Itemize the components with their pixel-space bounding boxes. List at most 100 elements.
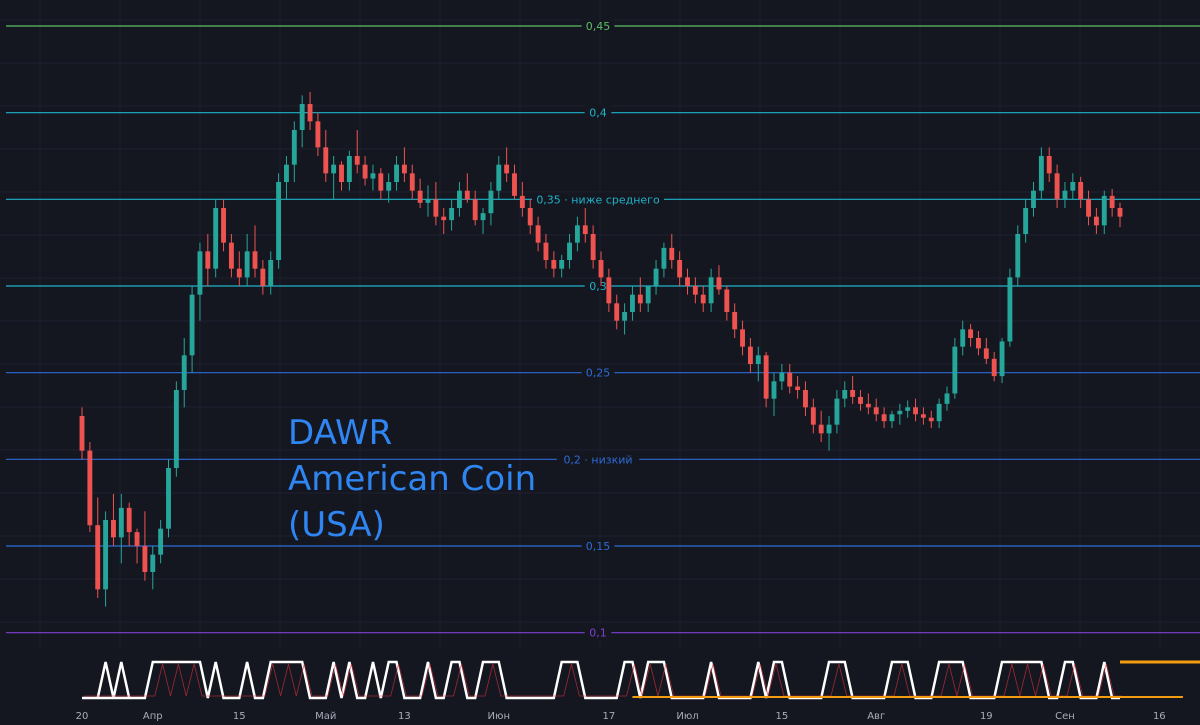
candle-body <box>637 294 643 304</box>
candle-body <box>111 520 116 538</box>
candle-body <box>378 173 384 191</box>
candle-body <box>496 164 502 191</box>
candle-body <box>1031 190 1036 208</box>
horizontal-levels: 0,45 0,4 0,35 · ниже среднего 0,3 0,25 0,2 · … <box>6 19 1200 640</box>
candle-body <box>95 525 101 590</box>
candle-body <box>1078 182 1084 200</box>
candle-body <box>826 424 832 434</box>
candle-body <box>842 390 848 399</box>
candle-body <box>928 417 934 422</box>
x-tick-label: Сен <box>1055 711 1075 722</box>
candle-body <box>236 268 242 278</box>
candle-body <box>897 410 903 415</box>
candle-body <box>401 164 407 174</box>
candle-body <box>166 468 171 529</box>
level-label: 0,4 <box>589 107 607 120</box>
indicator-line-white <box>82 660 1120 700</box>
candle-body <box>858 396 863 404</box>
candle-body <box>1062 190 1068 200</box>
candle-body <box>315 121 321 148</box>
candle-body <box>488 190 494 214</box>
candle-body <box>409 173 415 191</box>
candle-body <box>685 277 690 286</box>
candle-body <box>653 268 659 286</box>
candle-body <box>260 268 266 286</box>
candle-body <box>221 208 226 243</box>
level-label: 0,2 · низкий <box>563 453 632 466</box>
level-label-bg <box>581 539 615 553</box>
candle-body <box>299 104 305 130</box>
candle-body <box>606 277 612 304</box>
candle-body <box>865 403 871 408</box>
candle-body <box>630 294 635 312</box>
candle-body <box>716 277 722 290</box>
candle-body <box>158 528 164 555</box>
candle-body <box>346 156 352 182</box>
level-label: 0,1 <box>589 627 607 640</box>
level-label-bg <box>584 625 612 640</box>
candle-body <box>960 329 966 347</box>
candles <box>79 91 1123 607</box>
candle-body <box>519 195 525 208</box>
indicator-pane <box>0 655 1200 705</box>
candle-body <box>291 130 297 165</box>
candle-body <box>1054 173 1060 200</box>
candle-body <box>205 251 211 269</box>
candle-body <box>472 199 478 221</box>
candle-body <box>504 164 510 174</box>
level-label: 0,45 <box>586 20 611 33</box>
watermark-ticker: DAWR <box>288 413 392 453</box>
level-label-bg <box>581 365 615 380</box>
candle-body <box>771 381 777 399</box>
candle-body <box>480 213 486 221</box>
candle-body <box>1086 199 1091 217</box>
x-tick-label: Май <box>315 711 336 722</box>
candle-body <box>834 398 840 425</box>
candle-body <box>362 164 368 179</box>
candle-body <box>905 407 911 411</box>
candle-body <box>449 208 455 221</box>
candle-body <box>740 329 745 347</box>
candle-body <box>873 407 879 415</box>
candle-body <box>464 190 470 200</box>
candle-body <box>386 182 392 191</box>
candle-body <box>968 329 974 338</box>
candle-body <box>818 424 824 434</box>
candle-body <box>87 450 93 526</box>
candle-body <box>134 532 140 546</box>
candle-body <box>661 247 667 269</box>
candle-body <box>512 173 517 196</box>
candle-body <box>441 216 447 221</box>
candle-body <box>1117 208 1123 217</box>
candle-body <box>983 348 989 359</box>
x-tick-label: 20 <box>76 711 89 722</box>
level-label: 0,3 <box>589 280 607 293</box>
candle-body <box>669 247 675 260</box>
x-tick-label: Июн <box>488 711 510 722</box>
watermark-country: (USA) <box>288 505 385 545</box>
level-label-bg <box>584 279 612 293</box>
candle-body <box>331 164 337 174</box>
candle-body <box>574 225 580 243</box>
candle-body <box>173 390 179 468</box>
candle-body <box>181 355 187 390</box>
x-tick-label: Июл <box>676 711 698 722</box>
x-axis: 20Апр15Май13Июн17Июл15Авг19Сен16Окт14Ноя <box>76 711 1166 722</box>
x-tick-label: 15 <box>775 711 788 722</box>
candle-body <box>323 147 329 174</box>
x-tick-label: Апр <box>143 711 163 722</box>
candle-body <box>700 294 706 304</box>
candle-body <box>126 507 132 533</box>
candle-body <box>1070 182 1076 191</box>
candle-body <box>150 554 156 572</box>
candle-body <box>881 414 887 422</box>
candle-body <box>1015 234 1021 278</box>
candle-body <box>614 303 620 321</box>
candle-body <box>850 390 856 397</box>
candle-body <box>920 414 926 418</box>
candle-body <box>103 520 109 590</box>
candle-body <box>268 260 274 286</box>
indicator-line-red <box>84 663 1122 697</box>
